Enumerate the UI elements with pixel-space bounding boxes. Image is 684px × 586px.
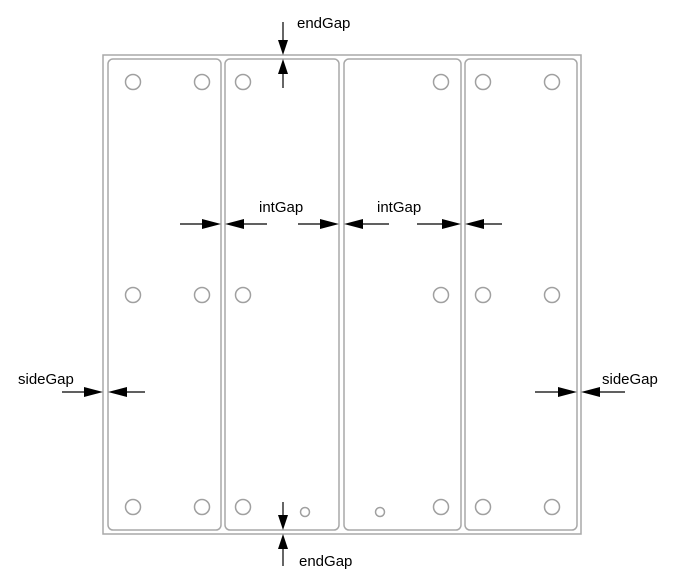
arrow-right-icon (442, 219, 461, 229)
hole (432, 286, 450, 304)
arrow-right-icon (320, 219, 339, 229)
panel-2-holes (234, 73, 311, 518)
panel-1 (107, 58, 222, 531)
hole (193, 286, 211, 304)
hole (432, 498, 450, 516)
hole (193, 498, 211, 516)
hole (543, 286, 561, 304)
side-gap-left-label: sideGap (18, 371, 74, 388)
arrow-up-icon (278, 59, 288, 74)
small-hole (299, 506, 311, 518)
end-gap-top-dimension: endGap (278, 15, 350, 88)
int-gap-middle-dimension (298, 219, 389, 229)
hole (234, 73, 252, 91)
panel-3-holes (374, 73, 450, 518)
int-gap-left-dimension: intGap (180, 199, 303, 229)
hole (234, 498, 252, 516)
hole (124, 498, 142, 516)
hole (124, 286, 142, 304)
small-hole (374, 506, 386, 518)
end-gap-top-label: endGap (297, 15, 350, 32)
int-gap-left-label: intGap (259, 199, 303, 216)
hole (124, 73, 142, 91)
panel-2 (224, 58, 340, 531)
panel-3 (343, 58, 462, 531)
arrow-left-icon (465, 219, 484, 229)
int-gap-right-label: intGap (377, 199, 421, 216)
arrow-up-icon (278, 534, 288, 549)
arrow-right-icon (202, 219, 221, 229)
hole (234, 286, 252, 304)
side-gap-right-dimension: sideGap (535, 371, 658, 397)
panel-4-holes (474, 73, 561, 516)
arrow-right-icon (84, 387, 103, 397)
arrow-down-icon (278, 40, 288, 55)
arrow-left-icon (581, 387, 600, 397)
end-gap-bottom-dimension: endGap (278, 502, 352, 570)
hole (193, 73, 211, 91)
panel-4 (464, 58, 578, 531)
hole (474, 286, 492, 304)
hole (474, 73, 492, 91)
int-gap-right-dimension: intGap (377, 199, 502, 229)
panel-1-holes (124, 73, 211, 516)
outer-frame (102, 54, 582, 535)
hole (432, 73, 450, 91)
side-gap-right-label: sideGap (602, 371, 658, 388)
arrow-left-icon (344, 219, 363, 229)
arrow-left-icon (225, 219, 244, 229)
hole (474, 498, 492, 516)
arrow-right-icon (558, 387, 577, 397)
arrow-down-icon (278, 515, 288, 530)
end-gap-bottom-label: endGap (299, 553, 352, 570)
side-gap-left-dimension: sideGap (18, 371, 145, 397)
hole (543, 73, 561, 91)
arrow-left-icon (108, 387, 127, 397)
hole (543, 498, 561, 516)
